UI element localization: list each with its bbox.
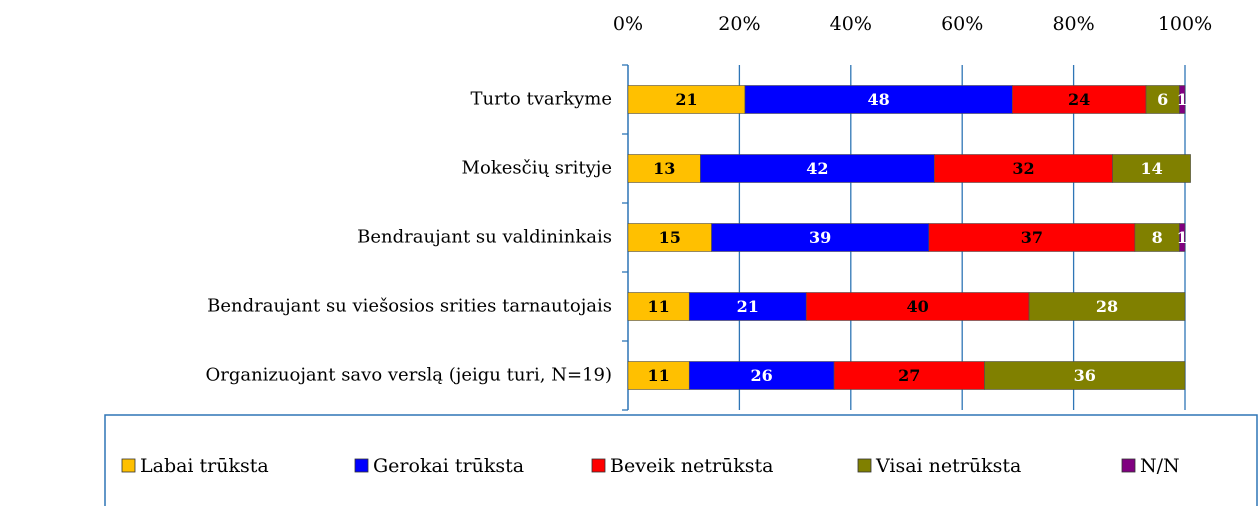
data-label: 24 bbox=[1068, 90, 1090, 109]
x-tick-label: 100% bbox=[1158, 13, 1212, 35]
legend-box bbox=[104, 414, 1258, 506]
data-label: 21 bbox=[737, 297, 759, 316]
bar-segment bbox=[1179, 85, 1186, 114]
bar-segment bbox=[1179, 223, 1186, 252]
data-label: 39 bbox=[809, 228, 831, 247]
bar-segment bbox=[934, 154, 1113, 183]
data-label: 40 bbox=[907, 297, 929, 316]
data-label: 1 bbox=[1177, 90, 1188, 109]
data-label: 11 bbox=[648, 297, 670, 316]
bar-segment bbox=[1012, 85, 1147, 114]
legend-swatch bbox=[857, 458, 872, 473]
legend-label: Gerokai trūksta bbox=[373, 455, 524, 477]
data-label: 21 bbox=[675, 90, 697, 109]
category-label: Bendraujant su viešosios srities tarnaut… bbox=[207, 296, 612, 317]
data-label: 42 bbox=[806, 159, 828, 178]
bar-segment bbox=[688, 361, 835, 390]
legend-swatch bbox=[121, 458, 136, 473]
bar-segment bbox=[984, 361, 1186, 390]
legend-swatch bbox=[591, 458, 606, 473]
data-label: 1 bbox=[1177, 228, 1188, 247]
category-label: Organizuojant savo verslą (jeigu turi, N… bbox=[205, 365, 612, 386]
bar-segment bbox=[805, 292, 1030, 321]
category-label: Turto tvarkyme bbox=[470, 89, 612, 110]
data-label: 6 bbox=[1157, 90, 1168, 109]
data-label: 11 bbox=[648, 366, 670, 385]
bar-segment bbox=[627, 361, 690, 390]
data-label: 13 bbox=[653, 159, 675, 178]
legend-swatch bbox=[354, 458, 369, 473]
bar-segment bbox=[928, 223, 1136, 252]
x-tick-label: 40% bbox=[830, 13, 872, 35]
data-label: 27 bbox=[898, 366, 920, 385]
data-label: 32 bbox=[1012, 159, 1034, 178]
category-label: Bendraujant su valdininkais bbox=[357, 227, 612, 248]
bar-segment bbox=[627, 292, 690, 321]
x-tick-label: 0% bbox=[613, 13, 643, 35]
data-label: 36 bbox=[1074, 366, 1096, 385]
data-label: 15 bbox=[659, 228, 681, 247]
bar-segment bbox=[1028, 292, 1186, 321]
legend-label: Labai trūksta bbox=[140, 455, 269, 477]
legend-label: Visai netrūksta bbox=[875, 455, 1021, 477]
bar-segment bbox=[1134, 223, 1180, 252]
bar-segment bbox=[711, 223, 930, 252]
x-tick-label: 80% bbox=[1052, 13, 1094, 35]
data-label: 26 bbox=[751, 366, 773, 385]
data-label: 28 bbox=[1096, 297, 1118, 316]
bar-segment bbox=[627, 223, 712, 252]
data-label: 48 bbox=[868, 90, 890, 109]
x-tick-label: 20% bbox=[718, 13, 760, 35]
legend-label: N/N bbox=[1140, 455, 1180, 477]
data-label: 14 bbox=[1140, 159, 1162, 178]
bar-segment bbox=[688, 292, 807, 321]
data-label: 8 bbox=[1152, 228, 1163, 247]
category-label: Mokesčių srityje bbox=[462, 158, 612, 179]
legend-swatch bbox=[1121, 458, 1136, 473]
x-tick-label: 60% bbox=[941, 13, 983, 35]
bar-segment bbox=[833, 361, 985, 390]
data-label: 37 bbox=[1021, 228, 1043, 247]
bar-segment bbox=[1112, 154, 1191, 183]
legend-label: Beveik netrūksta bbox=[610, 455, 773, 477]
